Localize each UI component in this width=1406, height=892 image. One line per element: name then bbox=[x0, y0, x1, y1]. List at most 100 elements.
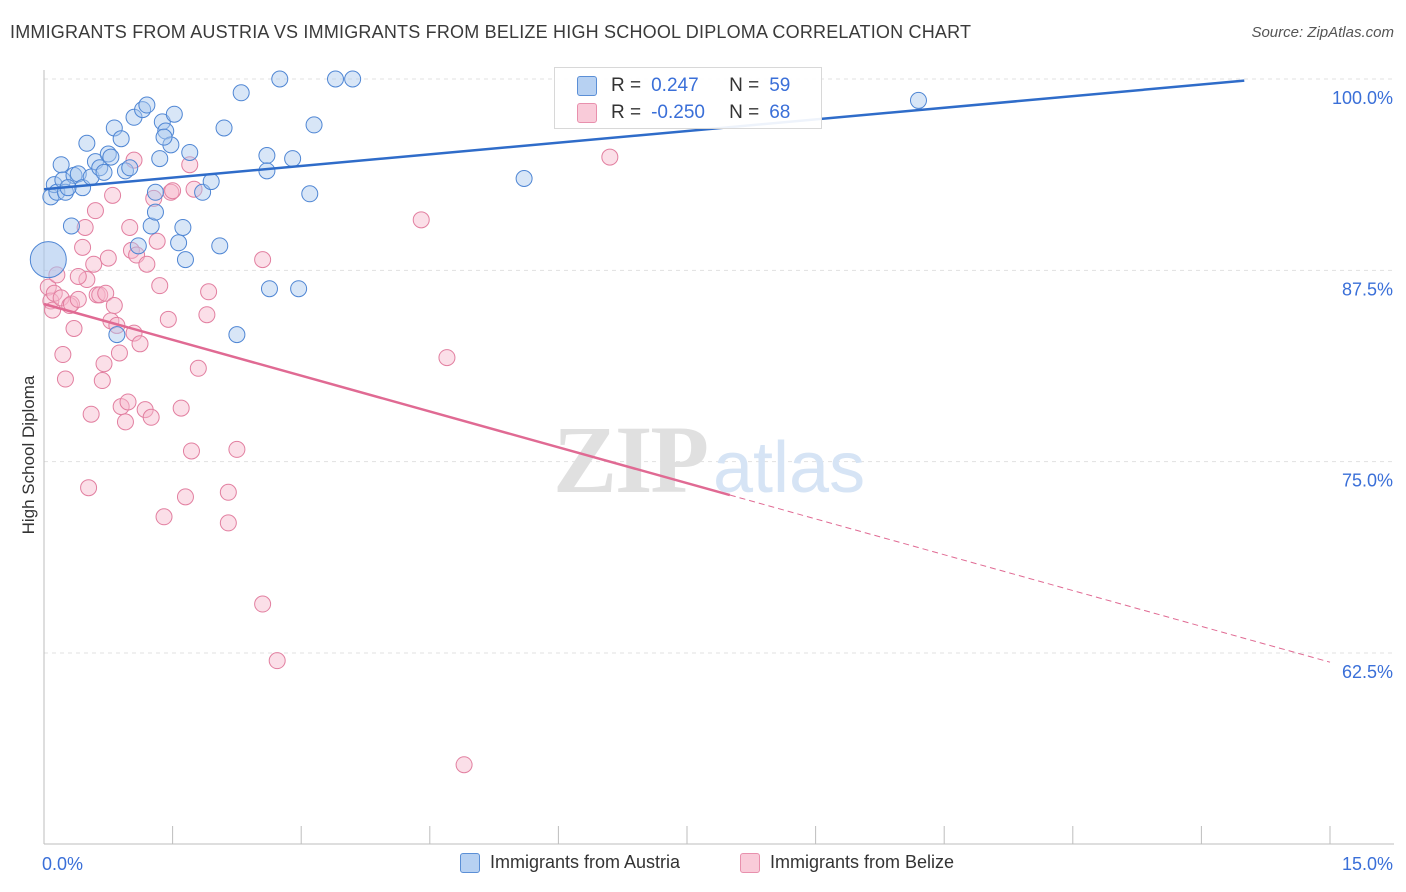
austria-point-26 bbox=[142, 217, 160, 235]
austria-trendline bbox=[43, 79, 1245, 191]
belize-point-21 bbox=[93, 372, 111, 390]
belize-point-23 bbox=[97, 284, 115, 302]
austria-point-11 bbox=[78, 134, 96, 152]
legend-item-austria[interactable]: Immigrants from Austria bbox=[460, 852, 680, 873]
austria-point-54 bbox=[228, 326, 246, 344]
belize-point-13 bbox=[76, 218, 94, 236]
belize-point-11 bbox=[69, 290, 87, 308]
austria-point-23 bbox=[129, 237, 147, 255]
austria-point-48 bbox=[301, 185, 319, 203]
belize-point-12 bbox=[74, 238, 92, 256]
belize-point-41 bbox=[145, 189, 163, 207]
belize-point-0 bbox=[39, 278, 57, 296]
austria-n-value: 59 bbox=[769, 75, 791, 96]
belize-point-67 bbox=[69, 267, 87, 285]
austria-point-52 bbox=[146, 183, 164, 201]
belize-point-48 bbox=[172, 399, 190, 417]
austria-point-41 bbox=[232, 84, 250, 102]
austria-point-27 bbox=[146, 203, 164, 221]
belize-point-47 bbox=[164, 182, 182, 200]
belize-point-51 bbox=[182, 442, 200, 460]
belize-point-18 bbox=[86, 202, 104, 220]
austria-point-17 bbox=[102, 148, 120, 166]
austria-point-32 bbox=[165, 105, 183, 123]
belize-point-55 bbox=[200, 283, 218, 301]
belize-n-label: N = bbox=[729, 102, 760, 123]
series-austria-points bbox=[29, 70, 927, 344]
belize-r-value: -0.250 bbox=[651, 102, 705, 123]
austria-point-38 bbox=[202, 173, 220, 191]
belize-r-label: R = bbox=[611, 102, 642, 123]
belize-point-33 bbox=[121, 218, 139, 236]
austria-point-36 bbox=[181, 143, 199, 161]
austria-point-0 bbox=[29, 241, 67, 279]
belize-point-40 bbox=[142, 408, 160, 426]
austria-point-56 bbox=[515, 169, 533, 187]
austria-point-21 bbox=[121, 159, 139, 177]
belize-point-64 bbox=[455, 756, 473, 774]
belize-point-7 bbox=[56, 370, 74, 388]
austria-point-25 bbox=[138, 96, 156, 114]
austria-point-40 bbox=[215, 119, 233, 137]
belize-point-61 bbox=[268, 652, 286, 670]
belize-point-39 bbox=[138, 255, 156, 273]
series-belize-points bbox=[39, 148, 619, 774]
watermark-zip: ZIP bbox=[553, 406, 707, 513]
belize-point-58 bbox=[228, 440, 246, 458]
y-tick-label-2: 75.0% bbox=[1342, 471, 1393, 491]
belize-trendline bbox=[43, 302, 731, 497]
belize-point-17 bbox=[85, 255, 103, 273]
austria-point-51 bbox=[344, 70, 362, 88]
watermark-atlas: atlas bbox=[713, 428, 865, 508]
austria-r-label: R = bbox=[611, 75, 642, 96]
belize-point-53 bbox=[189, 359, 207, 377]
x-tick-label-1: 15.0% bbox=[1342, 854, 1393, 874]
belize-point-65 bbox=[601, 148, 619, 166]
belize-point-60 bbox=[254, 251, 272, 269]
legend-belize-swatch bbox=[740, 852, 760, 873]
belize-point-27 bbox=[105, 297, 123, 315]
belize-point-20 bbox=[91, 286, 109, 304]
austria-point-42 bbox=[258, 147, 276, 165]
y-tick-labels: 100.0% 87.5% 75.0% 62.5% bbox=[1332, 88, 1393, 682]
austria-point-50 bbox=[326, 70, 344, 88]
austria-point-49 bbox=[305, 116, 323, 134]
austria-point-46 bbox=[284, 150, 302, 168]
austria-point-57 bbox=[909, 91, 927, 109]
watermark: ZIP atlas bbox=[553, 406, 865, 513]
belize-point-57 bbox=[219, 514, 237, 532]
belize-point-43 bbox=[151, 277, 169, 295]
gridlines bbox=[44, 78, 1394, 654]
belize-swatch bbox=[577, 103, 597, 123]
austria-r-value: 0.247 bbox=[651, 75, 699, 96]
austria-point-16 bbox=[99, 145, 117, 163]
austria-point-39 bbox=[211, 237, 229, 255]
legend-austria-swatch bbox=[460, 852, 480, 873]
austria-point-29 bbox=[153, 113, 171, 131]
austria-point-55 bbox=[108, 326, 126, 344]
legend-belize-label: Immigrants from Belize bbox=[770, 852, 955, 872]
belize-point-31 bbox=[116, 413, 134, 431]
x-tick-label-0: 0.0% bbox=[42, 854, 83, 874]
source-label: Source: ZipAtlas.com bbox=[1251, 24, 1394, 41]
austria-point-4 bbox=[52, 156, 70, 174]
belize-point-54 bbox=[198, 306, 216, 324]
austria-point-44 bbox=[260, 280, 278, 298]
belize-point-44 bbox=[155, 508, 173, 526]
belize-trendline-extension bbox=[729, 494, 1331, 663]
y-tick-label-0: 100.0% bbox=[1332, 88, 1393, 108]
x-tick-labels: 0.0% 15.0% bbox=[42, 854, 1393, 874]
austria-point-45 bbox=[271, 70, 289, 88]
belize-point-24 bbox=[99, 249, 117, 267]
belize-point-10 bbox=[65, 319, 83, 337]
austria-point-28 bbox=[151, 150, 169, 168]
legend-item-belize[interactable]: Immigrants from Belize bbox=[740, 852, 954, 873]
austria-point-53 bbox=[155, 128, 173, 146]
austria-n-label: N = bbox=[729, 75, 760, 96]
bottom-legend: Immigrants from Austria Immigrants from … bbox=[0, 852, 1406, 878]
chart-title: IMMIGRANTS FROM AUSTRIA VS IMMIGRANTS FR… bbox=[10, 22, 972, 42]
belize-point-59 bbox=[254, 595, 272, 613]
belize-point-26 bbox=[104, 186, 122, 204]
axes bbox=[43, 70, 1394, 845]
